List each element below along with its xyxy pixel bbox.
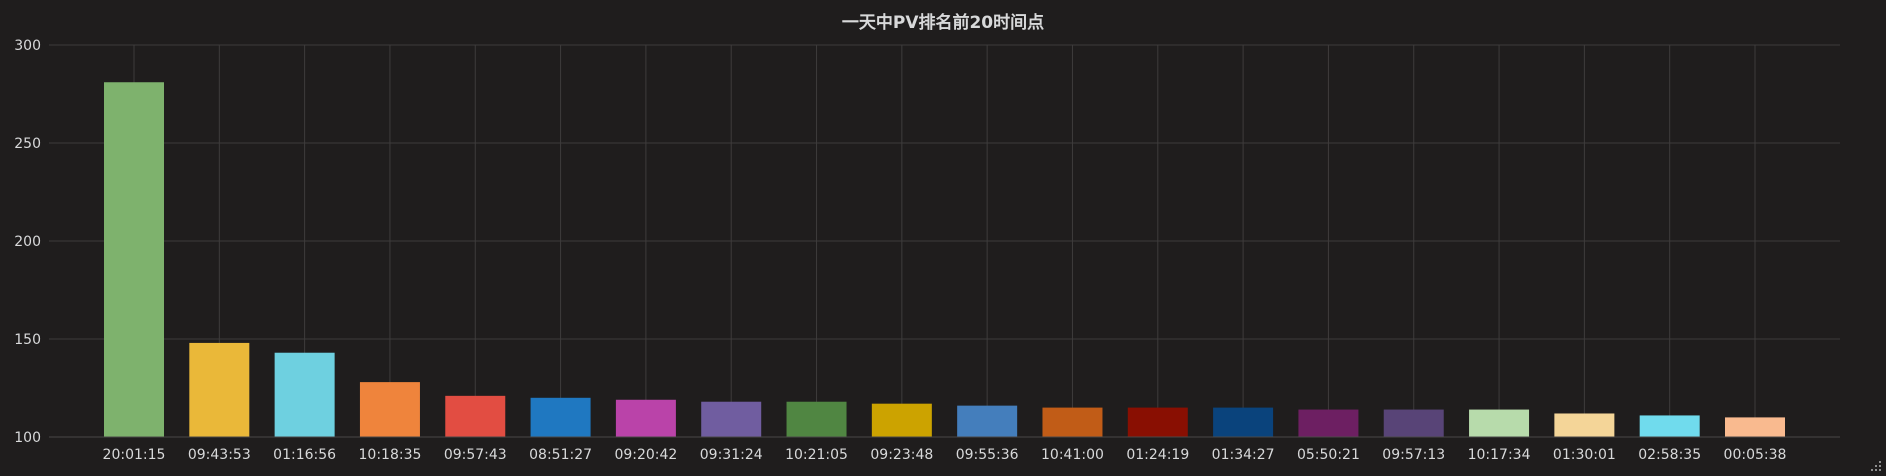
- x-tick-label: 10:18:35: [359, 447, 422, 463]
- x-tick-label: 09:57:13: [1382, 447, 1445, 463]
- bar-09-31-24[interactable]: [701, 401, 762, 437]
- x-tick-label: 09:31:24: [700, 447, 763, 463]
- x-tick-label: 09:43:53: [188, 447, 251, 463]
- bar-08-51-27[interactable]: [530, 397, 591, 437]
- x-tick-label: 20:01:15: [103, 447, 166, 463]
- x-tick-label: 10:17:34: [1468, 447, 1531, 463]
- y-tick-label: 200: [14, 234, 41, 250]
- bar-10-41-00[interactable]: [1042, 407, 1103, 437]
- bar-10-21-05[interactable]: [786, 401, 847, 437]
- x-tick-label: 10:21:05: [785, 447, 848, 463]
- bar-09-55-36[interactable]: [957, 405, 1018, 437]
- bar-01-34-27[interactable]: [1213, 407, 1274, 437]
- y-tick-label: 100: [14, 430, 41, 446]
- bar-09-57-43[interactable]: [445, 395, 506, 437]
- x-tick-label: 00:05:38: [1724, 447, 1787, 463]
- x-tick-label: 08:51:27: [529, 447, 592, 463]
- x-tick-label: 01:24:19: [1126, 447, 1189, 463]
- y-tick-label: 150: [14, 332, 41, 348]
- y-tick-label: 250: [14, 136, 41, 152]
- x-tick-label: 09:23:48: [870, 447, 933, 463]
- bar-09-43-53[interactable]: [189, 342, 250, 437]
- x-tick-label: 09:20:42: [614, 447, 677, 463]
- bar-09-23-48[interactable]: [871, 403, 932, 437]
- bar-00-05-38[interactable]: [1725, 417, 1785, 437]
- resize-handle-icon[interactable]: [1870, 460, 1882, 472]
- x-tick-label: 10:41:00: [1041, 447, 1104, 463]
- bar-10-18-35[interactable]: [359, 382, 420, 437]
- bar-02-58-35[interactable]: [1639, 415, 1700, 437]
- x-tick-label: 01:34:27: [1212, 447, 1275, 463]
- bar-09-57-13[interactable]: [1383, 409, 1444, 437]
- x-tick-label: 01:30:01: [1553, 447, 1616, 463]
- bar-01-16-56[interactable]: [274, 352, 335, 437]
- bar-01-30-01[interactable]: [1554, 413, 1615, 437]
- x-tick-label: 09:55:36: [956, 447, 1019, 463]
- x-tick-label: 09:57:43: [444, 447, 507, 463]
- x-tick-label: 01:16:56: [273, 447, 336, 463]
- bar-05-50-21[interactable]: [1298, 409, 1359, 437]
- bar-09-20-42[interactable]: [615, 399, 676, 437]
- y-tick-label: 300: [14, 38, 41, 54]
- x-tick-label: 05:50:21: [1297, 447, 1360, 463]
- bar-20-01-15[interactable]: [104, 82, 164, 438]
- bar-10-17-34[interactable]: [1469, 409, 1530, 437]
- bar-01-24-19[interactable]: [1127, 407, 1188, 437]
- x-tick-label: 02:58:35: [1638, 447, 1701, 463]
- panel-title: 一天中PV排名前20时间点: [841, 13, 1045, 33]
